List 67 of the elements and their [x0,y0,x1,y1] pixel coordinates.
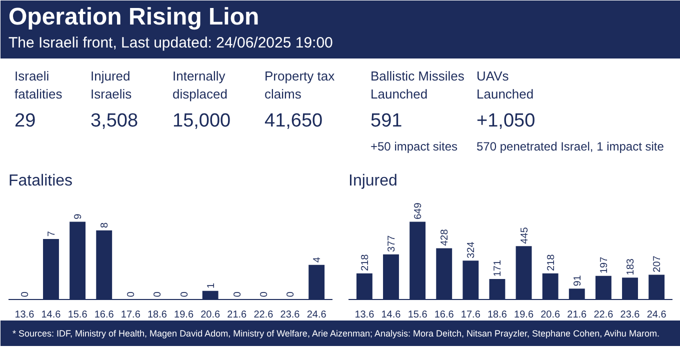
data-label: 4 [312,256,324,263]
data-label: 0 [286,291,297,298]
text: 3,508 [90,110,138,132]
text: +50 impact sites [370,140,458,154]
data-label: 207 [652,255,664,272]
data-label: 445 [519,226,530,244]
category-label: Ballistic Missiles Launched [370,68,465,102]
x-tick-label: 13.6 [14,310,35,320]
category-label: Internally displaced [172,68,228,102]
data-label: 197 [598,256,610,274]
x-tick-label: 21.6 [567,310,588,320]
x-tick-label: 24.6 [306,310,327,320]
chart-title: Fatalities [8,172,73,190]
x-tick-label: 15.6 [408,310,428,320]
x-tick-label: 20.6 [540,310,561,320]
x-tick-label: 24.6 [646,310,667,320]
x-tick-label: 21.6 [227,310,248,320]
chart-title: Injured [348,172,398,190]
x-tick-label: 14.6 [41,310,62,320]
x-tick-label: 15.6 [68,310,88,320]
data-label: 183 [626,258,637,276]
text: The Israeli front, Last updated: 24/06/2025 19:00 [8,34,333,52]
x-tick-label: 17.6 [120,310,141,320]
data-label: 649 [413,202,424,220]
x-tick-label: 23.6 [620,310,640,320]
data-label: 7 [46,230,58,237]
data-label: 9 [73,213,84,220]
data-label: 0 [126,291,138,298]
data-label: 1 [206,282,217,289]
data-label: 0 [232,291,244,298]
data-label: 0 [258,291,270,298]
category-label: UAVs Launched [476,68,534,102]
x-tick-label: 17.6 [460,310,481,320]
x-tick-label: 19.6 [514,310,534,320]
text: 570 penetrated Israel, 1 impact site [476,140,664,154]
data-label: 0 [152,291,164,298]
text: 15,000 [172,110,231,132]
data-label: 0 [20,291,31,298]
data-label: 428 [440,228,451,246]
x-tick-label: 19.6 [174,310,194,320]
text: 591 [370,110,402,132]
category-label: Israeli fatalities [14,68,63,102]
text: +1,050 [476,110,536,132]
data-label: 377 [386,234,398,252]
x-tick-label: 22.6 [254,310,274,320]
data-label: 171 [492,260,504,277]
text: 29 [14,110,36,132]
data-label: 218 [546,254,557,272]
text: 41,650 [264,110,323,132]
x-tick-label: 20.6 [200,310,221,320]
text: Operation Rising Lion [8,4,260,30]
x-tick-label: 23.6 [280,310,300,320]
x-tick-label: 14.6 [381,310,402,320]
x-tick-label: 13.6 [354,310,375,320]
x-tick-label: 16.6 [94,310,114,320]
x-tick-label: 18.6 [487,310,508,320]
data-label: 0 [179,291,190,298]
data-label: 91 [572,274,584,286]
data-label: 8 [100,222,111,228]
data-label: 218 [360,254,371,272]
x-tick-label: 16.6 [434,310,454,320]
data-label: 324 [466,241,478,258]
x-tick-label: 22.6 [594,310,614,320]
x-tick-label: 18.6 [147,310,168,320]
category-label: Property tax claims [264,68,336,102]
text: * Sources: IDF, Ministry of Health, Magen David Adom, Ministry of Welfare, Arie Aizenman; Analysis: Mora Deitch, Nitsan Prayzler, Stephane Cohen, Avihu Marom. [12,328,660,338]
category-label: Injured Israelis [90,68,132,102]
